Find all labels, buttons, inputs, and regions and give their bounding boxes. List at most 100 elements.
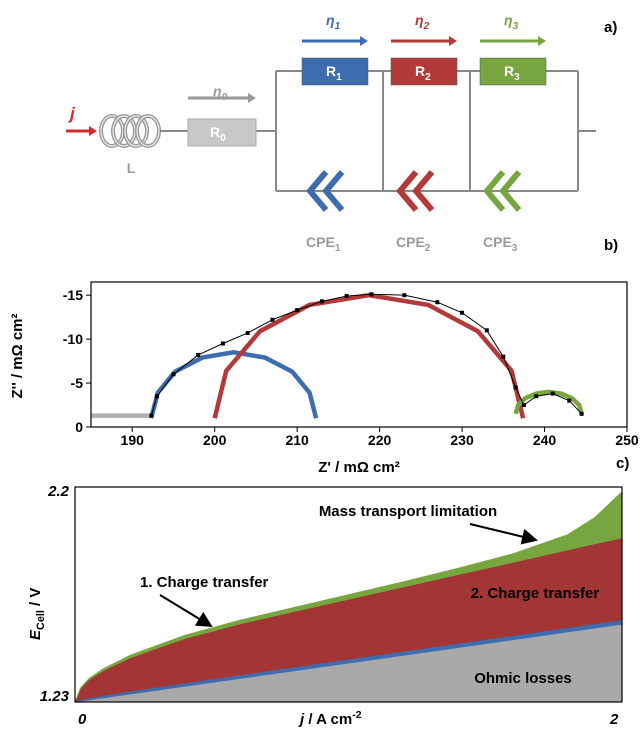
cpe-label-sub: 2 (425, 243, 431, 254)
data-point (402, 293, 407, 298)
resistor-label-base: R (504, 63, 514, 79)
panel-label: a) (604, 19, 617, 36)
overpotential-arrow-head (449, 36, 457, 46)
overpotential-label-base: η (326, 12, 335, 28)
y-axis-unit: / V (27, 588, 44, 611)
overpotential-label-base: η (213, 83, 222, 99)
resistor-label: R2 (415, 63, 431, 83)
data-point (220, 341, 225, 346)
resistor (301, 57, 369, 86)
data-point (171, 372, 176, 377)
overpotential-label-base: η (504, 12, 513, 28)
data-point (154, 394, 159, 399)
y-tick-label: 2.2 (47, 483, 70, 500)
panel-label: c) (616, 455, 629, 472)
x-tick-label: 190 (121, 432, 145, 448)
data-line (513, 389, 584, 415)
x-tick-label: 210 (285, 432, 309, 448)
data-point (369, 292, 374, 297)
resistor-label: R3 (504, 63, 520, 83)
cpe-chevron (322, 170, 345, 212)
cpe-label-base: CPE (483, 234, 512, 250)
resistor-label: R1 (326, 63, 342, 83)
data-point (149, 413, 154, 418)
y-tick-label: 0 (75, 419, 83, 435)
data-point (270, 317, 275, 322)
cpe-chevron (306, 170, 329, 212)
resistor (479, 57, 547, 86)
x-axis-exp: -2 (352, 709, 361, 721)
cpe-label: CPE1 (306, 234, 341, 254)
cpe-label: CPE3 (483, 234, 518, 254)
resistor (390, 57, 458, 86)
data-point (567, 398, 572, 403)
data-point (196, 352, 201, 357)
y-tick-label: -5 (71, 375, 84, 391)
x-axis-label: Z' / mΩ cm² (318, 459, 399, 476)
data-line (212, 292, 526, 419)
x-tick-label: 2 (609, 711, 619, 728)
plot-frame (74, 486, 623, 703)
inductor-coil-shine (124, 115, 148, 147)
inductor-label: L (127, 160, 136, 176)
series-label: Ohmic losses (474, 670, 572, 687)
y-axis-var: E (27, 629, 44, 640)
data-point (435, 300, 440, 305)
data-point (534, 394, 539, 399)
overpotential-arrow-head (248, 93, 256, 103)
cpe-label-base: CPE (306, 234, 335, 250)
resistor-label-sub: 1 (336, 72, 342, 83)
resistor-label-base: R (326, 63, 336, 79)
x-tick-label: 240 (533, 432, 557, 448)
y-tick-label: -15 (63, 287, 83, 303)
data-point (344, 294, 349, 299)
data-point (245, 330, 250, 335)
overpotential-label-sub: 3 (513, 21, 519, 32)
cpe-chevron (483, 170, 506, 212)
x-tick-label: 0 (78, 711, 87, 728)
data-line (150, 293, 583, 416)
cpe-label-base: CPE (396, 234, 425, 250)
resistor-label-base: R (415, 63, 425, 79)
y-tick-label: 1.23 (40, 688, 70, 705)
series-label: 1. Charge transfer (140, 574, 269, 591)
x-tick-label: 230 (450, 432, 474, 448)
inductor-coil-shine (136, 115, 160, 147)
annotation-arrow (469, 523, 538, 545)
data-point (295, 308, 300, 313)
x-axis-label: j / A cm-2 (298, 709, 362, 728)
series-label: Mass transport limitation (319, 503, 497, 520)
x-axis-var: j (298, 711, 305, 728)
overpotential-label-base: η (415, 12, 424, 28)
current-arrow-head (89, 126, 97, 136)
overpotential-arrow-head (538, 36, 546, 46)
data-point (579, 411, 584, 416)
series-label: 2. Charge transfer (471, 585, 600, 602)
resistor-label-base: R (210, 124, 220, 140)
plot-frame (90, 281, 628, 428)
cpe-chevron (499, 170, 522, 212)
data-point (521, 403, 526, 408)
overpotential-label: η2 (415, 12, 430, 32)
cpe-chevron (412, 170, 435, 212)
y-axis-sub: Cell (35, 610, 47, 630)
data-point (460, 310, 465, 315)
overpotential-label-sub: 1 (335, 21, 341, 32)
resistor-label: R0 (210, 124, 226, 144)
resistor-label-sub: 3 (514, 72, 520, 83)
cpe-label-sub: 1 (335, 243, 341, 254)
data-line (149, 350, 319, 419)
data-point (550, 391, 555, 396)
x-tick-label: 220 (368, 432, 392, 448)
resistor (187, 118, 257, 147)
data-point (513, 385, 518, 390)
x-tick-label: 250 (615, 432, 639, 448)
annotation-arrow (159, 594, 213, 628)
panel-label: b) (604, 237, 618, 254)
current-label: j (68, 104, 76, 123)
cpe-chevron (396, 170, 419, 212)
resistor-label-sub: 2 (425, 72, 431, 83)
overpotential-label: η3 (504, 12, 519, 32)
